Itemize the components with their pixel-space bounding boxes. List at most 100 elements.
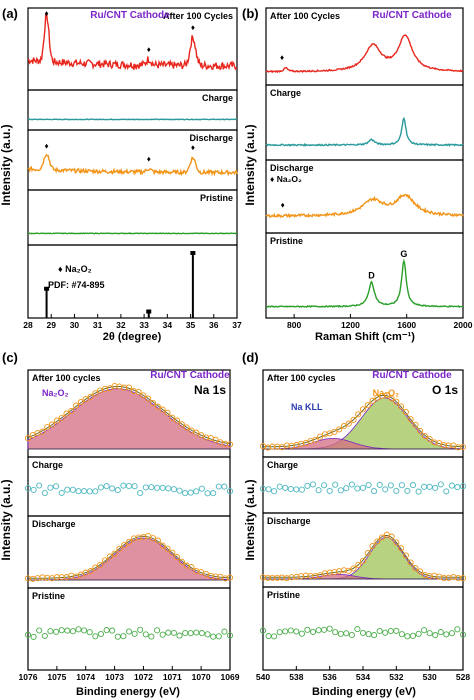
series-line-a-2 [27,153,238,177]
data-point-d-3-18 [359,629,367,636]
reference-legend: ♦ Na₂O₂ [58,264,92,274]
component-label-c-0: Na₂O₂ [42,388,69,398]
data-point-c-3-7 [64,627,71,634]
data-point-c-1-7 [64,486,71,493]
x-tick-label-b-3: 2000 [454,320,473,330]
series-line-b-3 [265,258,464,309]
reference-stick-cap-1 [146,309,152,314]
data-point-d-3-23 [387,627,394,635]
subplot-label-a-0: After 100 Cycles [163,11,233,21]
data-point-c-2-17 [106,553,113,560]
x-tick-label-a-9: 37 [232,320,242,330]
x-tick-label-b-0: 800 [287,320,301,330]
data-point-d-0-20 [355,411,362,418]
data-point-d-1-27 [409,482,417,489]
data-point-c-1-4 [47,484,54,491]
data-point-c-3-25 [165,629,172,636]
data-point-d-2-32 [412,565,419,572]
data-point-c-2-25 [145,532,152,540]
data-point-d-2-20 [355,561,362,568]
panel-a-ylabel: Intensity (a.u.) [0,124,13,205]
data-point-d-2-30 [402,552,409,559]
subplot-label-b-2: Discharge [270,163,314,173]
data-point-d-2-3 [274,574,281,581]
data-point-d-2-31 [407,559,414,566]
data-point-d-3-30 [426,630,433,637]
data-point-d-1-32 [437,481,444,488]
panel-b-xlabel: Raman Shift (cm⁻¹) [315,331,415,343]
data-point-d-1-34 [448,482,455,489]
data-point-d-0-38 [440,442,448,449]
data-point-c-2-15 [97,561,104,568]
data-point-d-3-3 [276,629,283,636]
data-point-c-1-12 [92,488,99,495]
data-point-c-0-36 [198,432,205,439]
subplot-frame-c-3 [27,587,231,671]
data-point-c-2-28 [159,542,166,549]
reference-stick-cap-0 [44,286,50,291]
series-line-b-0 [265,34,464,74]
x-tick-label-c-7: 1069 [221,672,240,682]
data-point-c-1-33 [210,490,217,497]
data-point-d-1-33 [443,488,450,495]
x-tick-label-d-4: 532 [389,672,403,682]
data-point-d-2-42 [459,575,467,582]
subplot-label-a-3: Pristine [200,193,233,203]
data-point-c-0-9 [68,407,75,415]
x-tick-label-a-2: 30 [70,320,80,330]
fit-envelope-c-0 [27,386,231,445]
data-point-c-3-12 [92,633,99,640]
data-point-d-3-7 [298,630,305,637]
data-point-d-3-4 [282,628,289,635]
data-point-d-3-11 [321,626,328,633]
data-point-c-3-31 [198,630,205,637]
data-point-d-3-15 [343,630,350,637]
data-point-c-2-32 [178,558,185,565]
x-tick-label-c-1: 1075 [47,672,66,682]
data-point-c-0-0 [24,435,32,442]
panel-b-ylabel: Intensity (a.u.) [243,124,257,205]
data-point-d-3-19 [365,631,372,638]
data-point-d-1-11 [321,482,328,489]
data-point-c-3-17 [120,633,127,640]
data-point-c-1-34 [215,483,222,490]
data-point-d-1-6 [293,486,300,493]
component-label-d-0: Na₂O₂ [373,388,400,398]
x-tick-label-d-6: 528 [456,672,470,682]
data-point-c-1-13 [97,484,104,491]
data-point-d-3-9 [309,628,317,635]
data-point-d-0-11 [312,436,319,443]
data-point-c-2-34 [188,564,195,571]
data-point-d-2-23 [369,543,376,550]
data-point-d-1-13 [332,481,339,488]
data-point-d-2-14 [326,569,333,576]
x-tick-label-a-4: 32 [116,320,126,330]
data-point-c-2-27 [154,537,161,544]
data-point-c-2-26 [149,535,157,542]
data-point-d-1-23 [387,482,394,489]
x-tick-label-d-3: 534 [356,672,370,682]
data-point-c-3-33 [210,633,217,640]
subplot-legend-b-2: ♦ Na₂O₂ [270,174,302,184]
data-point-c-0-33 [183,424,190,431]
x-tick-label-a-5: 33 [139,320,149,330]
x-tick-label-a-7: 35 [186,320,196,330]
data-point-d-0-19 [350,416,357,423]
x-tick-label-c-0: 1076 [19,672,38,682]
panel-c-label: (c) [2,350,18,365]
data-point-d-1-8 [304,482,311,489]
data-point-d-1-31 [432,484,439,491]
data-point-c-1-9 [75,488,82,495]
data-point-c-3-19 [131,630,138,637]
peak-diamond-a-0-1: ♦ [147,45,151,54]
data-point-d-2-6 [288,574,295,581]
data-point-c-1-3 [41,489,48,497]
data-point-d-1-20 [371,488,378,495]
data-point-c-0-24 [140,392,147,399]
data-point-c-0-13 [87,393,94,400]
data-point-d-0-29 [398,403,405,410]
data-point-d-2-38 [440,575,448,582]
data-point-c-3-18 [125,628,133,635]
data-point-c-1-20 [137,489,144,497]
fit-envelope-d-2 [263,534,463,578]
